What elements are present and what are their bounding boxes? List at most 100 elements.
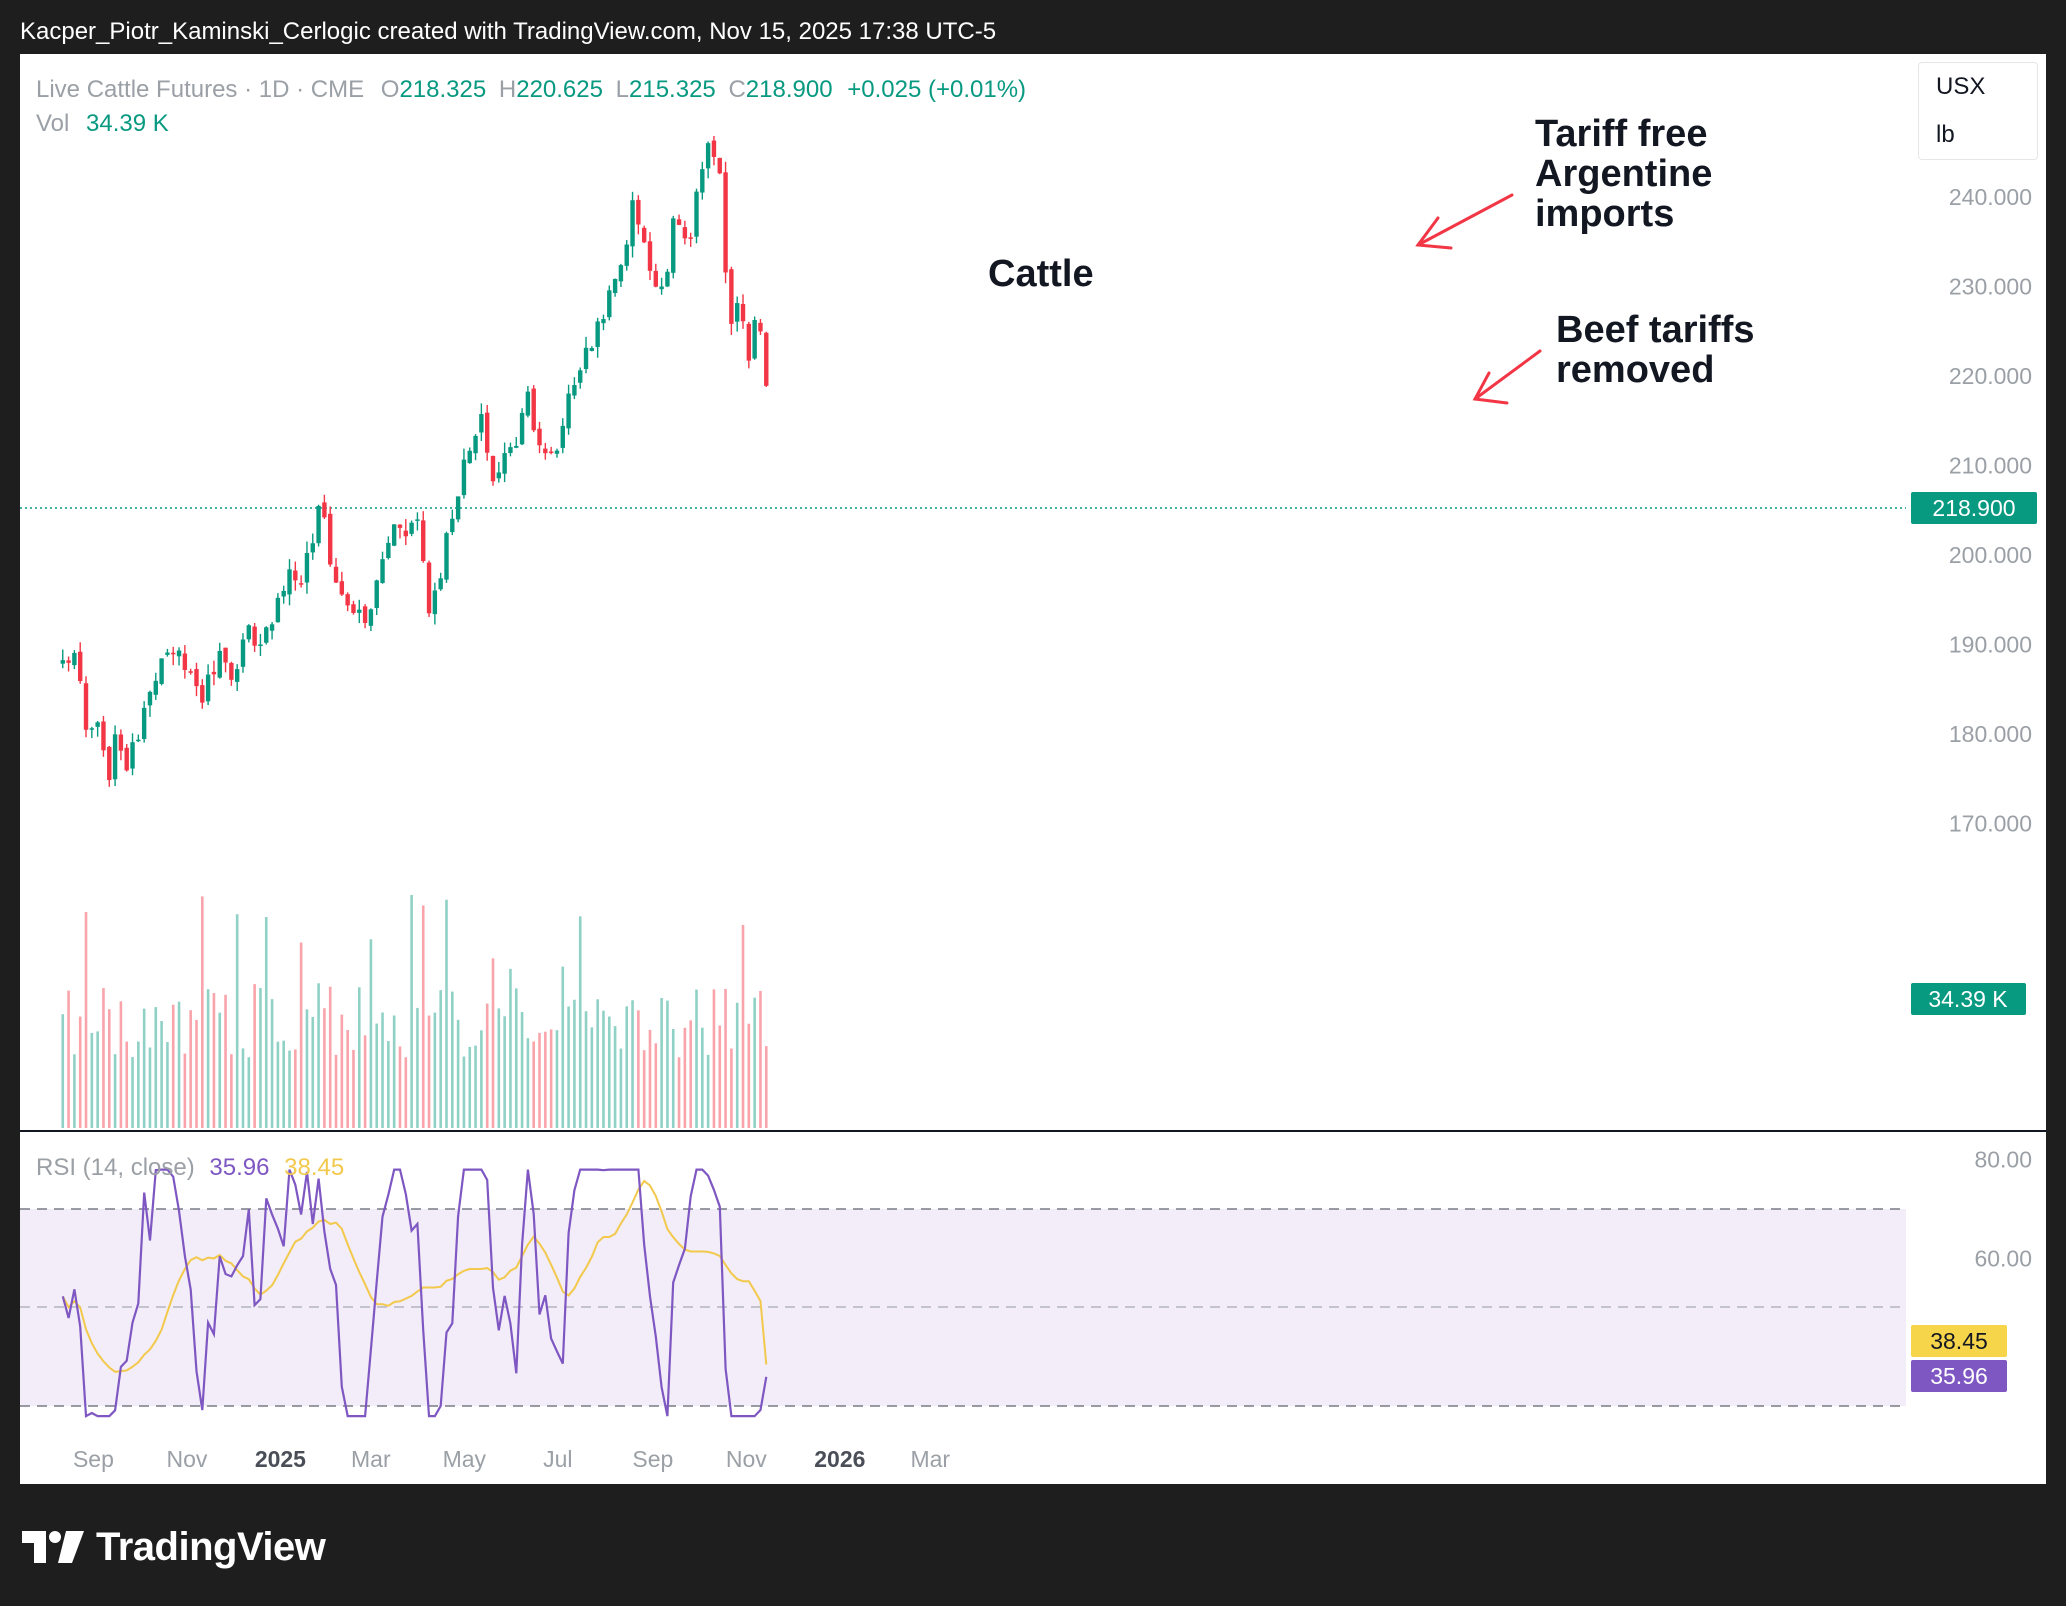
volume-bar [363, 1035, 367, 1128]
currency-unit[interactable]: USX [1936, 73, 1986, 100]
volume-bar [340, 1014, 344, 1128]
volume-bar [584, 1011, 588, 1128]
volume-bar [119, 1001, 123, 1128]
volume-bar [695, 989, 698, 1128]
volume-bar [107, 1009, 111, 1128]
volume-bar [602, 1010, 605, 1128]
volume-bar [480, 1030, 483, 1128]
volume-bar [509, 968, 512, 1128]
annotation-line: Argentine [1535, 153, 1713, 195]
volume-bar [759, 990, 762, 1128]
volume-bar [724, 988, 727, 1128]
candle-body [764, 332, 769, 386]
price-tick-label: 240.000 [1949, 184, 2032, 210]
candle-body [89, 728, 95, 730]
volume-bar [276, 1041, 280, 1128]
volume-bar [625, 1006, 629, 1128]
volume-bar [514, 988, 518, 1128]
candle-body [426, 562, 432, 614]
price-tick-label: 200.000 [1949, 542, 2032, 568]
volume-bar [357, 987, 361, 1128]
chart-frame[interactable]: 240.000 230.000 220.000 210.000 200.000 190.0… [20, 54, 2046, 1484]
candle-body [700, 169, 705, 193]
rsi-legend[interactable]: RSI (14, close) 35.96 38.45 [36, 1154, 344, 1182]
volume-bar [125, 1041, 129, 1128]
candle-body [490, 455, 496, 482]
time-tick-label: Sep [632, 1446, 673, 1472]
volume-bar [701, 1027, 704, 1128]
volume-bar [189, 1010, 192, 1128]
volume-bar [392, 1015, 396, 1128]
candle-body [595, 321, 600, 347]
price-axis[interactable]: 240.000 230.000 220.000 210.000 200.000 190.0… [1949, 184, 2032, 837]
volume-bar [520, 1011, 524, 1128]
candle-body [641, 227, 647, 243]
rsi-label[interactable]: RSI (14, close) [36, 1154, 195, 1181]
ohlc-legend[interactable]: Live Cattle Futures · 1D · CME O218.325 … [36, 76, 1026, 104]
candle-body [211, 671, 217, 675]
price-badge: 218.900 [1911, 492, 2037, 524]
candle-body [368, 609, 374, 626]
volume-bar [259, 988, 262, 1128]
candle-body [223, 647, 228, 663]
symbol-label[interactable]: Live Cattle Futures · 1D · CME [36, 76, 365, 103]
volume-bar [712, 989, 716, 1128]
annotation-line: imports [1535, 193, 1675, 235]
volume-bar [613, 1026, 617, 1128]
candle-body [479, 414, 484, 433]
volume-legend[interactable]: Vol 34.39 K [36, 110, 169, 138]
volume-bar [532, 1041, 536, 1128]
candle-body [455, 496, 461, 520]
tradingview-logo-icon [22, 1531, 84, 1563]
candle-body [583, 347, 589, 370]
candle-body [636, 199, 641, 225]
tradingview-logo[interactable]: TradingView [22, 1525, 326, 1569]
candle-body [269, 624, 275, 631]
volume-bar [200, 896, 204, 1128]
candle-body [612, 278, 618, 294]
candle-body [147, 691, 153, 706]
candle-body [351, 604, 356, 613]
volume-bar [212, 993, 216, 1128]
candle-body [519, 412, 525, 445]
volume-bar [142, 1008, 146, 1128]
volume-bar [561, 966, 565, 1128]
volume-bar [264, 917, 268, 1128]
time-axis[interactable]: Sep Nov 2025 Mar May Jul Sep Nov 2026 Mar [73, 1446, 950, 1472]
volume-bar [526, 1038, 530, 1128]
attribution-header: Kacper_Piotr_Kaminski_Cerlogic created w… [20, 18, 997, 45]
candle-body [630, 200, 635, 247]
volume-bar [642, 1050, 646, 1128]
candle-body [287, 569, 292, 595]
rsi-badge-text: 35.96 [1930, 1363, 1988, 1389]
unit-selector[interactable]: USX lb [1918, 62, 2038, 160]
high-label: H [498, 76, 517, 103]
annotation-line: removed [1556, 349, 1715, 391]
candle-body [723, 172, 728, 273]
chart-canvas[interactable]: 240.000 230.000 220.000 210.000 200.000 190.0… [20, 54, 2046, 1484]
candle-body [159, 658, 164, 684]
volume-bar [451, 991, 454, 1128]
candle-body [72, 652, 77, 666]
candle-body [95, 722, 100, 727]
candle-body [572, 384, 577, 396]
volume-bar [317, 983, 320, 1128]
price-tick-label: 230.000 [1949, 274, 2032, 300]
candle-body [258, 644, 263, 646]
quantity-unit[interactable]: lb [1936, 121, 1955, 148]
candle-body [328, 513, 333, 565]
volume-bar [137, 1041, 140, 1128]
candle-body [484, 412, 490, 453]
beef-tariffs-annotation: Beef tariffs removed [1556, 310, 1755, 390]
candle-body [676, 219, 682, 225]
volume-bar [67, 990, 70, 1128]
candle-body [310, 543, 315, 553]
volume-bar [648, 1029, 652, 1128]
candle-body [83, 683, 89, 730]
candle-body [665, 271, 670, 287]
candle-body [438, 578, 443, 590]
candle-body [450, 518, 455, 533]
candle-body [746, 323, 752, 361]
candle-body [694, 191, 699, 237]
candle-body [304, 552, 310, 583]
